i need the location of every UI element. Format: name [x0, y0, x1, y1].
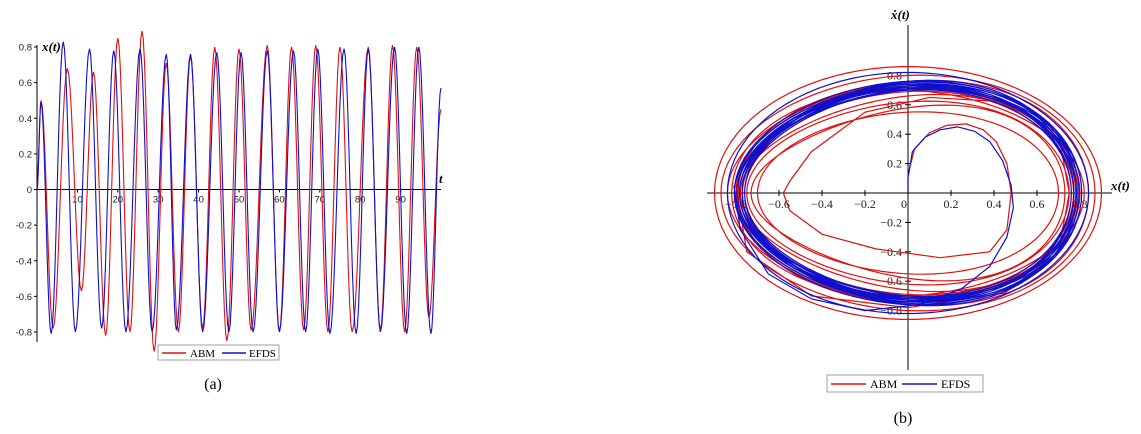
chart-a-y-tick-label: 0.2 — [19, 149, 32, 160]
chart-b-y-tick-label: 0.2 — [887, 157, 902, 171]
legend-a-label-efds: EFDS — [249, 348, 276, 360]
chart-b-y-tick-label: −0.6 — [880, 274, 902, 288]
chart-b-series-efds — [726, 71, 1090, 315]
chart-b-y-tick-label: 0.8 — [887, 68, 902, 82]
chart-a-y-tick-label: 0 — [27, 185, 32, 196]
chart-b-y-tick-label: 0.6 — [887, 98, 902, 112]
chart-a-y-tick-label: -0.2 — [16, 221, 32, 232]
legend-a-label-abm: ABM — [190, 348, 215, 360]
chart-a-x-tick-label: 60 — [274, 195, 285, 206]
chart-b-y-tick-label: −0.4 — [880, 245, 902, 259]
chart-a-x-tick-label: 70 — [315, 195, 326, 206]
chart-b: −0.8−0.6−0.4−0.20.20.40.60.8 −0.8 −0.6 −0.… — [707, 7, 1130, 427]
chart-b-series-abm — [713, 66, 1103, 320]
chart-b-x-label: x(t) — [1110, 178, 1130, 193]
chart-b-x-tick-label: 0.2 — [944, 197, 959, 211]
chart-b-x-tick-label: 0.4 — [987, 197, 1002, 211]
chart-a-x-label: t — [439, 171, 443, 186]
chart-a-legend: ABM EFDS — [157, 344, 280, 361]
chart-a-x-tick-label: 20 — [113, 195, 124, 206]
legend-b-label-efds: EFDS — [941, 377, 970, 391]
chart-a-y-tick-label: 0.6 — [19, 78, 32, 89]
chart-a-x-tick-label: 10 — [72, 195, 83, 206]
chart-a-y-tick-label: 0.4 — [19, 114, 32, 125]
legend-b-label-abm: ABM — [870, 377, 898, 391]
chart-a-x-tick-label: 40 — [193, 195, 204, 206]
chart-a-y-tick-label: -0.8 — [16, 328, 32, 339]
chart-a-caption: (a) — [204, 376, 222, 393]
chart-b-caption: (b) — [894, 410, 913, 427]
chart-b-origin-label: 0 — [901, 197, 907, 211]
chart-a-y-label: x(t) — [41, 39, 61, 54]
chart-a-y-tick-label: 0.8 — [19, 43, 32, 54]
chart-b-y-tick-label: 0.4 — [887, 127, 902, 141]
chart-b-y-tick-label: −0.2 — [880, 215, 902, 229]
chart-b-legend: ABM EFDS — [826, 374, 984, 393]
chart-b-x-tick-label: −0.2 — [854, 197, 876, 211]
chart-a-y-tick-label: -0.4 — [16, 256, 32, 267]
chart-a: -0.8 -0.6 -0.4 -0.2 0 0.2 0.4 0.6 0.8 10 20 30 40 50… — [16, 30, 443, 393]
chart-a-x-tick-label: 30 — [153, 195, 164, 206]
chart-b-x-tick-label: −0.6 — [768, 197, 790, 211]
chart-a-series-efds — [36, 41, 442, 334]
chart-b-y-label: ẋ(t) — [890, 7, 910, 22]
chart-b-x-tick-label: 0.6 — [1030, 197, 1045, 211]
chart-a-y-tick-label: -0.6 — [16, 292, 32, 303]
chart-a-x-tick-label: 50 — [234, 195, 245, 206]
chart-b-x-tick-label: −0.4 — [811, 197, 833, 211]
